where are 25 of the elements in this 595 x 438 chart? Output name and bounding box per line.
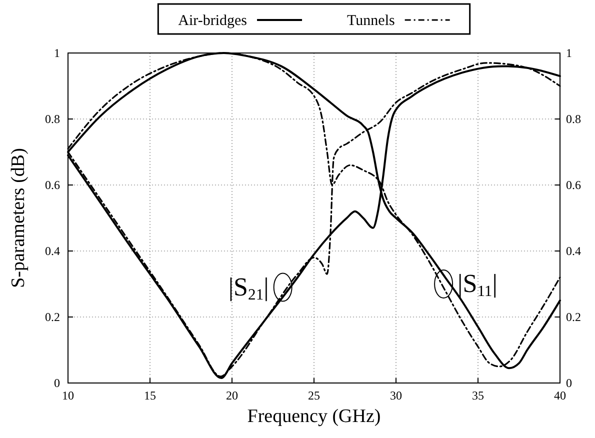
annotation: |S$_{21}$|	[228, 272, 269, 304]
y2-tick-label: 0.8	[566, 112, 581, 126]
y-tick-label: 0.2	[45, 310, 60, 324]
y-axis-title: S-parameters (dB)	[8, 148, 29, 288]
x-tick-label: 20	[226, 388, 238, 403]
y-tick-label: 0.4	[45, 244, 60, 258]
y-tick-label: 1	[54, 46, 60, 60]
y-tick-label: 0	[54, 376, 60, 390]
x-tick-label: 15	[144, 388, 156, 403]
legend-label: Air-bridges	[178, 13, 248, 29]
y2-tick-label: 0.6	[566, 178, 581, 192]
y-tick-label: 0.8	[45, 112, 60, 126]
y2-tick-label: 0.2	[566, 310, 581, 324]
y2-tick-label: 1	[566, 46, 572, 60]
y2-tick-label: 0	[566, 376, 572, 390]
annotation: |S$_{11}$|	[458, 269, 498, 300]
x-tick-label: 10	[62, 388, 74, 403]
y2-tick-label: 0.4	[566, 244, 581, 258]
x-tick-label: 40	[554, 388, 566, 403]
legend-label: Tunnels	[347, 13, 395, 29]
x-tick-label: 35	[472, 388, 484, 403]
y-tick-label: 0.6	[45, 178, 60, 192]
x-tick-label: 25	[308, 388, 320, 403]
x-tick-label: 30	[390, 388, 402, 403]
x-axis-title: Frequency (GHz)	[247, 406, 381, 427]
